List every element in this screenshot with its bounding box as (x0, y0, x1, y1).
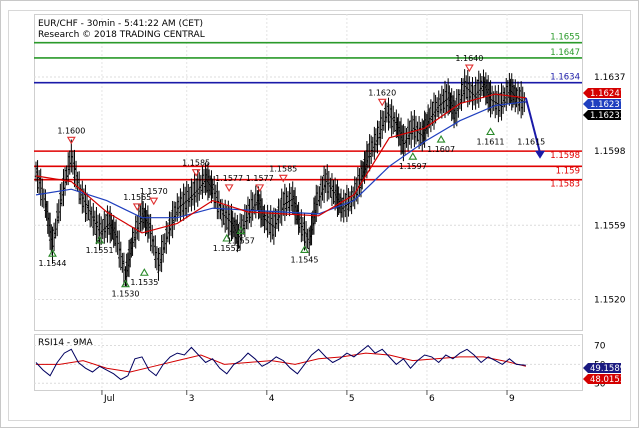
peak-marker (132, 203, 142, 211)
level-label: 1.1583 (550, 180, 580, 190)
trough-marker (222, 233, 232, 242)
rsi-y-tick-label: 70 (594, 342, 606, 352)
trough-label: 1.1535 (130, 278, 158, 287)
peak-marker (149, 197, 159, 206)
peak-label: 1.1565 (123, 193, 151, 202)
last-price-tag (583, 110, 621, 120)
peak-marker (464, 64, 474, 73)
last-price-tag-label: 1.16233 (590, 111, 625, 121)
trough-marker (408, 152, 418, 160)
peak-marker (224, 184, 234, 192)
rsi-last-value-label: 48.0153 (590, 375, 625, 385)
trough-label: 1.1551 (86, 246, 114, 255)
x-tick-label: 5 (349, 394, 355, 404)
chart-subtitle: Research © 2018 TRADING CENTRAL (38, 30, 205, 40)
level-label: 1.1634 (550, 73, 580, 83)
projection-arrow-line (524, 97, 541, 153)
price-panel (34, 14, 583, 331)
last-price-tag (583, 99, 621, 109)
peak-marker (191, 169, 201, 177)
rsi-ma-line (36, 352, 527, 373)
peak-label: 1.1577 (215, 174, 243, 183)
peak-label: 1.1640 (455, 54, 483, 63)
trough-marker (139, 268, 149, 276)
peak-label: 1.1620 (368, 88, 396, 97)
fast-moving-average-line (35, 93, 526, 234)
trough-label: 1.1557 (227, 236, 255, 245)
price-y-tick-label: 1.1637 (594, 73, 626, 83)
level-label: 1.1598 (550, 151, 580, 161)
rsi-last-value-label: 49.1589 (590, 364, 625, 374)
price-y-tick-label: 1.1520 (594, 295, 626, 305)
slow-moving-average-line (35, 101, 526, 219)
trough-marker (436, 135, 446, 143)
trough-marker (236, 226, 246, 234)
level-label: 1.1655 (550, 33, 580, 43)
trough-label: 1.1544 (38, 259, 66, 268)
trough-marker (95, 235, 105, 244)
peak-label: 1.1570 (140, 187, 168, 196)
trough-label: 1.1597 (399, 162, 427, 171)
x-tick-label: 4 (269, 394, 275, 404)
peak-label: 1.1585 (269, 164, 297, 173)
x-tick-label: Jul (103, 394, 115, 404)
last-price-tag (583, 88, 621, 98)
projection-arrow-head (535, 150, 545, 159)
peak-marker (66, 136, 76, 145)
trough-marker (48, 249, 57, 257)
peak-marker (278, 174, 288, 183)
chart-title: EUR/CHF - 30min - 5:41:22 AM (CET) (38, 19, 203, 29)
level-label: 1.1647 (550, 48, 580, 58)
rsi-panel (34, 334, 583, 391)
price-y-tick-label: 1.1559 (594, 221, 626, 231)
peak-marker (377, 98, 387, 107)
x-tick-label: 3 (189, 394, 195, 404)
last-price-tag-label: 1.16237 (590, 100, 625, 110)
trough-label: 1.1530 (111, 290, 139, 299)
target-label: 1.1615 (517, 137, 545, 146)
trough-marker (300, 245, 309, 253)
trough-marker (121, 279, 130, 288)
x-tick-label: 6 (429, 394, 435, 404)
trough-marker (486, 127, 495, 136)
price-y-tick-label: 1.1598 (594, 147, 626, 157)
rsi-y-tick-label: 30 (594, 379, 606, 389)
peak-label: 1.1585 (182, 159, 210, 168)
trough-label: 1.1552 (213, 244, 241, 253)
level-label: 1.159 (556, 166, 580, 176)
x-tick-label: 9 (509, 394, 515, 404)
peak-label: 1.1577 (246, 174, 274, 183)
last-price-tag-label: 1.16247 (590, 89, 625, 99)
trough-label: 1.1611 (477, 138, 505, 147)
rsi-line (35, 344, 526, 381)
rsi-last-value-tag (583, 374, 621, 384)
peak-label: 1.1600 (57, 126, 85, 135)
peak-marker (255, 184, 265, 192)
rsi-last-value-tag (583, 363, 621, 373)
rsi-title: RSI14 - 9MA (38, 338, 94, 348)
trough-label: 1.1545 (290, 255, 318, 264)
trough-label: 1.1607 (427, 145, 455, 154)
